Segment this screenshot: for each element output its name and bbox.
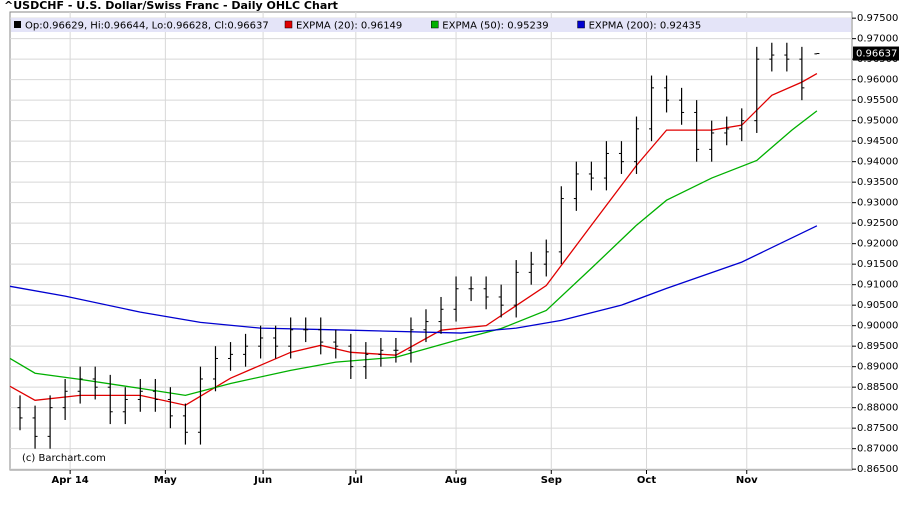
y-tick-label: 0.95500 (857, 95, 898, 106)
ema-line (9, 225, 818, 334)
last-price-box (853, 46, 899, 61)
y-tick-label: 0.87500 (857, 423, 898, 434)
x-tick-label: Jul (348, 475, 363, 486)
legend-swatch (577, 20, 585, 29)
y-tick-label: 0.92000 (857, 239, 898, 250)
legend-label: EXPMA (20): 0.96149 (296, 21, 402, 32)
x-tick-label: Nov (736, 475, 758, 486)
y-tick-label: 0.90500 (857, 300, 898, 311)
y-tick-label: 0.96000 (857, 75, 898, 86)
y-tick-label: 0.86500 (857, 464, 898, 475)
ohlc-summary: Op:0.96629, Hi:0.96644, Lo:0.96628, Cl:0… (25, 21, 269, 32)
y-tick-label: 0.97000 (857, 34, 898, 45)
y-tick-label: 0.92500 (857, 218, 898, 229)
x-tick-label: Apr 14 (52, 475, 89, 486)
y-tick-label: 0.91000 (857, 280, 898, 291)
y-tick-label: 0.95000 (857, 116, 898, 127)
x-tick-label: Jun (253, 475, 272, 486)
legend-label: EXPMA (50): 0.95239 (442, 21, 548, 32)
x-tick-label: Oct (637, 475, 656, 486)
legend-label: EXPMA (200): 0.92435 (589, 21, 702, 32)
y-tick-label: 0.90000 (857, 321, 898, 332)
y-tick-label: 0.87000 (857, 444, 898, 455)
legend-swatch (284, 20, 293, 29)
y-tick-label: 0.93500 (857, 177, 898, 188)
watermark: (c) Barchart.com (22, 453, 106, 464)
y-tick-label: 0.88500 (857, 382, 898, 393)
y-tick-label: 0.93000 (857, 198, 898, 209)
x-tick-label: Aug (445, 475, 467, 486)
legend-bar (11, 18, 851, 32)
plot-area (9, 11, 853, 471)
y-tick-label: 0.97500 (857, 13, 898, 24)
x-tick-label: Sep (541, 475, 562, 486)
y-tick-label: 0.91500 (857, 259, 898, 270)
y-tick-label: 0.94000 (857, 157, 898, 168)
y-tick-label: 0.89500 (857, 341, 898, 352)
chart-title: ^USDCHF - U.S. Dollar/Swiss Franc - Dail… (4, 0, 338, 12)
y-tick-label: 0.94500 (857, 136, 898, 147)
legend-swatch (14, 21, 21, 28)
legend-swatch (431, 20, 439, 29)
y-tick-label: 0.89000 (857, 362, 898, 373)
last-price-label: 0.96637 (856, 49, 897, 60)
x-tick-label: May (154, 475, 177, 486)
y-tick-label: 0.88000 (857, 403, 898, 414)
